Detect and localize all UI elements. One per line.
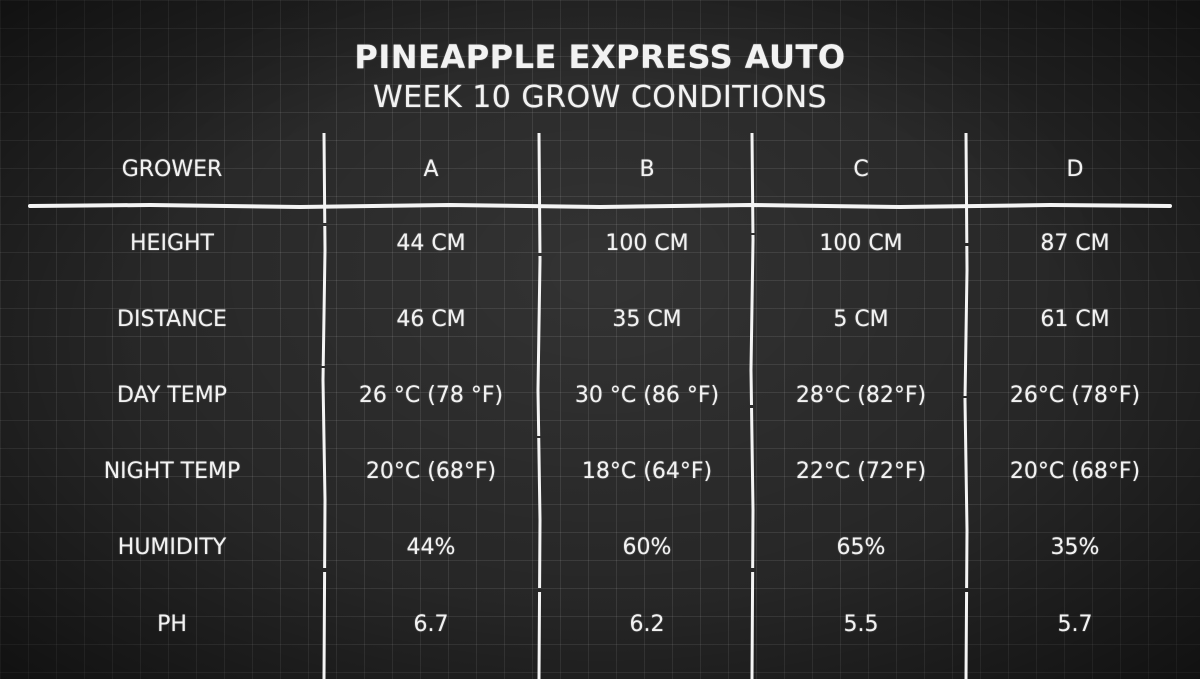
table-cell-height-d: 87 CM (1040, 231, 1110, 256)
table-cell-ph-c: 5.5 (843, 612, 879, 637)
row-label-distance: DISTANCE (117, 307, 227, 332)
table-cell-humidity-d: 35% (1050, 535, 1100, 560)
row-label-day-temp: DAY TEMP (117, 383, 227, 408)
row-label-humidity: HUMIDITY (117, 535, 227, 560)
table-cell-night-temp-b: 18°C (64°F) (581, 459, 713, 484)
header-divider-line (28, 202, 1172, 210)
column-divider-4 (963, 132, 969, 679)
table-cell-ph-b: 6.2 (629, 612, 665, 637)
row-label-night-temp: NIGHT TEMP (103, 459, 241, 484)
table-cell-distance-b: 35 CM (612, 307, 682, 332)
column-header-d: D (1066, 157, 1084, 182)
table-cell-ph-a: 6.7 (413, 612, 449, 637)
column-header-c: C (853, 157, 869, 182)
table-cell-night-temp-d: 20°C (68°F) (1009, 459, 1141, 484)
column-divider-1 (321, 132, 327, 679)
table-cell-height-c: 100 CM (819, 231, 903, 256)
table-cell-day-temp-c: 28°C (82°F) (795, 383, 927, 408)
table-cell-ph-d: 5.7 (1057, 612, 1093, 637)
chart-title: PINEAPPLE EXPRESS AUTO (354, 38, 846, 76)
chart-subtitle: WEEK 10 GROW CONDITIONS (372, 80, 828, 115)
table-cell-day-temp-b: 30 °C (86 °F) (574, 383, 720, 408)
column-divider-2 (536, 132, 542, 679)
column-divider-3 (749, 132, 755, 679)
table-cell-distance-a: 46 CM (396, 307, 466, 332)
table-cell-day-temp-d: 26°C (78°F) (1009, 383, 1141, 408)
column-header-b: B (639, 157, 655, 182)
table-cell-humidity-c: 65% (836, 535, 886, 560)
table-cell-distance-c: 5 CM (833, 307, 889, 332)
table-cell-height-a: 44 CM (396, 231, 466, 256)
table-cell-day-temp-a: 26 °C (78 °F) (358, 383, 504, 408)
table-cell-distance-d: 61 CM (1040, 307, 1110, 332)
row-label-height: HEIGHT (130, 231, 214, 256)
table-cell-humidity-a: 44% (406, 535, 456, 560)
table-cell-height-b: 100 CM (605, 231, 689, 256)
table-cell-night-temp-c: 22°C (72°F) (795, 459, 927, 484)
row-label-ph: PH (157, 612, 187, 637)
table-cell-night-temp-a: 20°C (68°F) (365, 459, 497, 484)
column-header-grower: GROWER (121, 157, 223, 182)
column-header-a: A (423, 157, 439, 182)
table-cell-humidity-b: 60% (622, 535, 672, 560)
